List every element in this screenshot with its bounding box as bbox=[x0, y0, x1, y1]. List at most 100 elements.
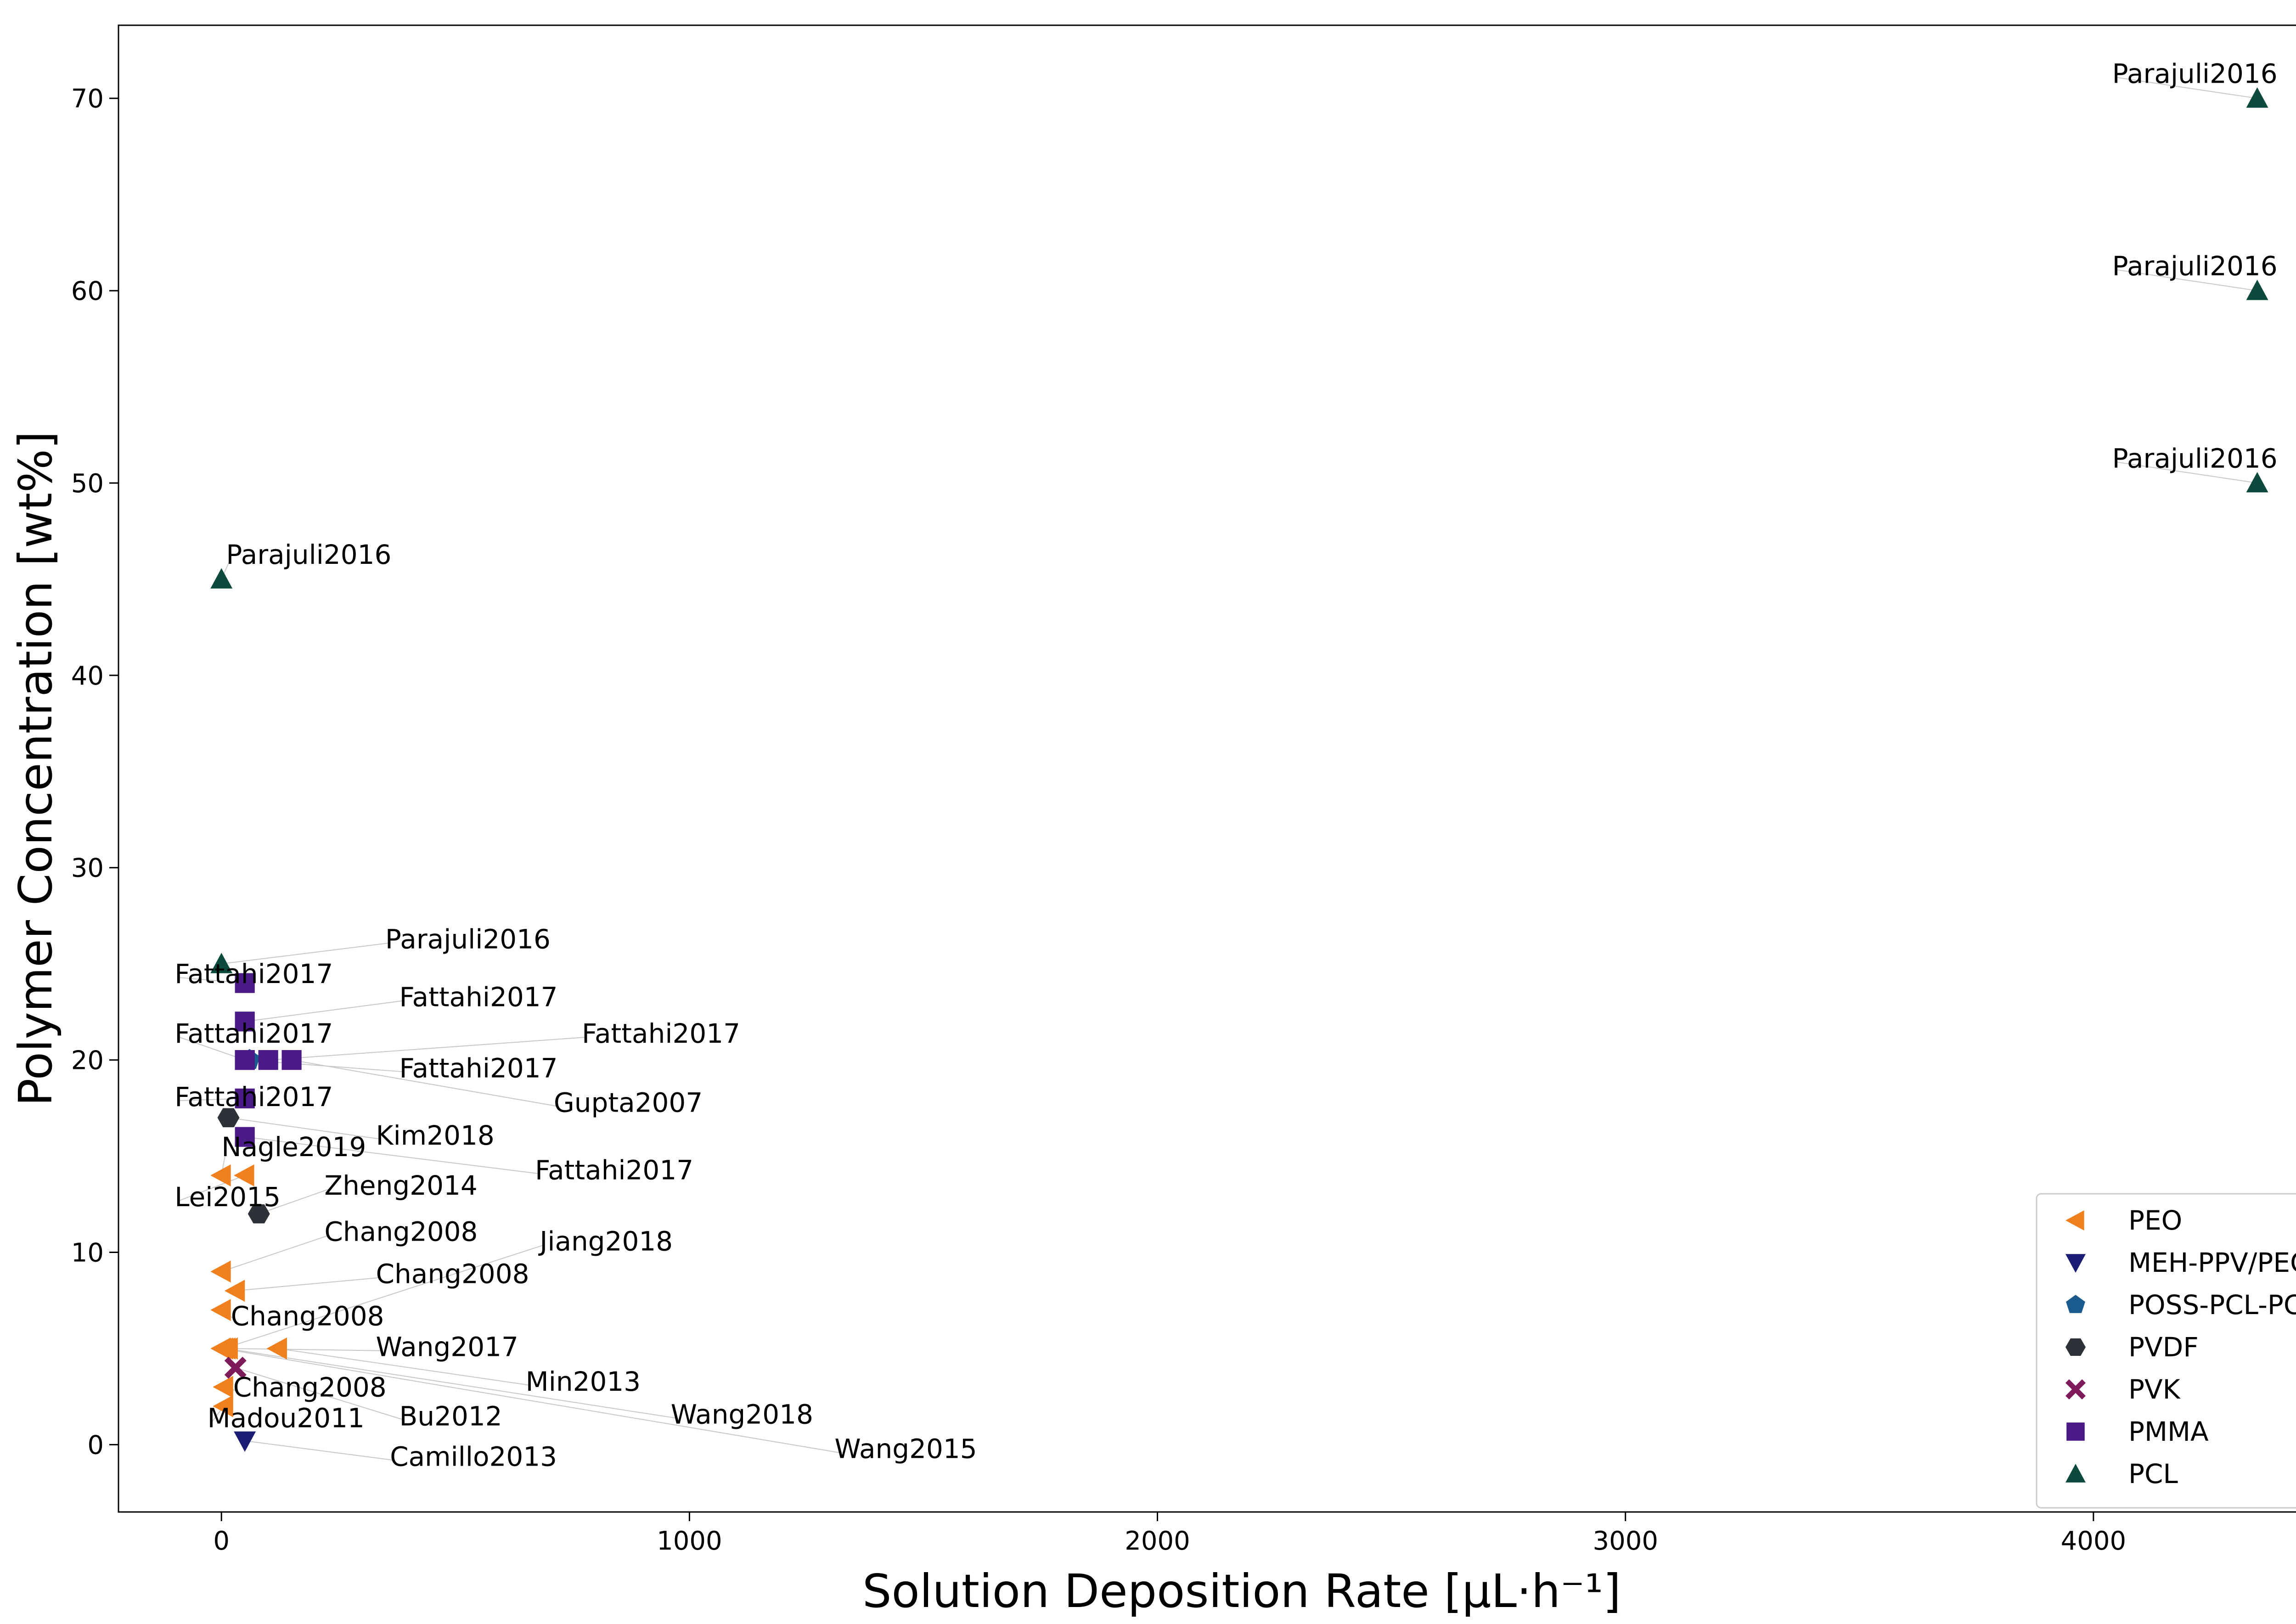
legend-marker bbox=[2065, 1338, 2086, 1356]
data-point-pmma bbox=[258, 1050, 278, 1070]
y-axis-label: Polymer Concentration [wt%] bbox=[9, 431, 62, 1106]
data-point-peo bbox=[210, 1299, 231, 1321]
annotation-leader-line bbox=[2116, 461, 2257, 483]
y-tick-label: 70 bbox=[71, 84, 104, 114]
annotation-label: Wang2018 bbox=[671, 1399, 813, 1430]
data-point-peo bbox=[210, 1337, 231, 1360]
annotation-label: Jiang2018 bbox=[538, 1225, 673, 1257]
annotation-label: Fattahi2017 bbox=[400, 1052, 558, 1084]
data-point-pmma bbox=[235, 1127, 255, 1147]
annotation-label: Camillo2013 bbox=[390, 1441, 557, 1472]
y-tick-label: 50 bbox=[71, 469, 104, 499]
annotation-label: Gupta2007 bbox=[554, 1087, 703, 1118]
legend-marker bbox=[2065, 1379, 2086, 1399]
legend-entry: PCL bbox=[2128, 1458, 2178, 1489]
x-tick-label: 1000 bbox=[657, 1526, 722, 1556]
y-tick-label: 30 bbox=[71, 854, 104, 883]
x-tick-label: 3000 bbox=[1593, 1526, 1658, 1556]
data-point-pmma bbox=[235, 1088, 255, 1108]
annotation-label: Nagle2019 bbox=[221, 1131, 366, 1163]
annotation-leader-line bbox=[277, 1348, 530, 1386]
legend-entry: PVK bbox=[2128, 1374, 2181, 1405]
legend: PEO MEH-PPV/PEO POSS-PCL-PCU PVDF PVK PMMA PCL bbox=[2036, 1193, 2296, 1509]
y-tick-label: 0 bbox=[87, 1430, 104, 1460]
data-point-peo bbox=[224, 1280, 245, 1302]
annotation-leader-line bbox=[179, 977, 245, 984]
legend-entry: PVDF bbox=[2128, 1332, 2199, 1363]
data-point-peo bbox=[234, 1164, 254, 1186]
annotation-label: Chang2008 bbox=[231, 1301, 384, 1332]
x-axis-ticks: 0 1000 2000 3000 4000 bbox=[213, 1512, 2126, 1556]
annotation-leader-line bbox=[291, 1059, 558, 1107]
data-point-pmma bbox=[235, 1050, 255, 1070]
annotation-leader-line bbox=[179, 1175, 245, 1201]
legend-box bbox=[2036, 1193, 2296, 1509]
annotation-label: Fattahi2017 bbox=[582, 1018, 740, 1049]
data-point-pcl bbox=[210, 953, 233, 973]
annotation-leader-line bbox=[226, 1348, 675, 1419]
annotation-label: Fattahi2017 bbox=[174, 958, 333, 989]
annotation-label: Min2013 bbox=[526, 1366, 641, 1397]
x-tick-label: 4000 bbox=[2061, 1526, 2127, 1556]
legend-marker bbox=[2066, 1295, 2085, 1313]
annotation-label: Chang2008 bbox=[233, 1372, 387, 1403]
annotation-leader-line bbox=[179, 1036, 245, 1061]
annotation-label: Fattahi2017 bbox=[400, 981, 558, 1012]
annotation-label: Bu2012 bbox=[400, 1401, 502, 1432]
annotation-leader-line bbox=[224, 1244, 545, 1349]
y-tick-label: 10 bbox=[71, 1238, 104, 1268]
plot-frame bbox=[118, 24, 2296, 1513]
data-point-pcl bbox=[2246, 472, 2268, 493]
annotation-label: Wang2017 bbox=[376, 1332, 518, 1363]
annotation-labels: Nagle2019 Lei2015 Chang2008 Chang2008 Chang2… bbox=[174, 58, 2277, 1472]
data-markers bbox=[210, 87, 2268, 1452]
data-point-pcl bbox=[2246, 87, 2268, 108]
data-point-peo bbox=[210, 1164, 231, 1186]
annotation-label: Parajuli2016 bbox=[226, 539, 391, 570]
data-point-pmma bbox=[281, 1050, 302, 1070]
legend-entry: PEO bbox=[2128, 1205, 2182, 1236]
data-point-pvdf bbox=[217, 1108, 240, 1128]
data-point-meh-ppv-peo bbox=[234, 1431, 256, 1452]
data-point-pmma bbox=[235, 1011, 255, 1032]
annotation-label: Chang2008 bbox=[376, 1259, 529, 1290]
annotation-label: Parajuli2016 bbox=[2112, 58, 2278, 90]
annotation-label: Lei2015 bbox=[174, 1181, 281, 1213]
annotation-leader-line bbox=[245, 1000, 404, 1022]
x-tick-label: 2000 bbox=[1125, 1526, 1190, 1556]
data-point-peo bbox=[266, 1337, 287, 1360]
data-point-peo bbox=[210, 1260, 231, 1283]
data-point-peo bbox=[213, 1376, 233, 1398]
annotation-leader-line bbox=[268, 1036, 587, 1061]
y-tick-label: 60 bbox=[71, 276, 104, 306]
annotation-label: Parajuli2016 bbox=[385, 924, 551, 955]
annotation-label: Zheng2014 bbox=[324, 1170, 477, 1201]
annotation-leader-line bbox=[235, 1277, 381, 1292]
legend-entry: POSS-PCL-PCU bbox=[2128, 1289, 2296, 1321]
annotation-leader-line bbox=[2116, 77, 2257, 99]
annotation-label: Parajuli2016 bbox=[2112, 251, 2278, 282]
y-tick-label: 40 bbox=[71, 661, 104, 691]
y-axis-ticks: 0 10 20 30 40 50 60 70 bbox=[71, 84, 118, 1460]
legend-marker bbox=[2065, 1464, 2086, 1483]
legend-marker bbox=[2066, 1422, 2085, 1441]
annotation-label: Madou2011 bbox=[208, 1403, 365, 1434]
legend-marker bbox=[2065, 1254, 2086, 1273]
data-point-pcl bbox=[210, 568, 233, 589]
annotation-label: Kim2018 bbox=[376, 1120, 495, 1151]
annotation-label: Parajuli2016 bbox=[2112, 443, 2278, 474]
data-point-pmma bbox=[235, 973, 255, 993]
annotation-leader-line bbox=[235, 1367, 404, 1421]
annotation-leader-line bbox=[228, 1117, 381, 1140]
data-point-pcl bbox=[2246, 280, 2268, 300]
legend-marker bbox=[2065, 1210, 2084, 1231]
annotation-label: Fattahi2017 bbox=[174, 1018, 333, 1049]
data-point-pvk bbox=[224, 1356, 247, 1379]
legend-entry: PMMA bbox=[2128, 1416, 2209, 1447]
legend-entry: MEH-PPV/PEO bbox=[2128, 1247, 2296, 1278]
annotation-leader-line bbox=[245, 1440, 395, 1461]
annotation-leader-line bbox=[259, 1188, 329, 1214]
x-tick-label: 0 bbox=[213, 1526, 230, 1556]
